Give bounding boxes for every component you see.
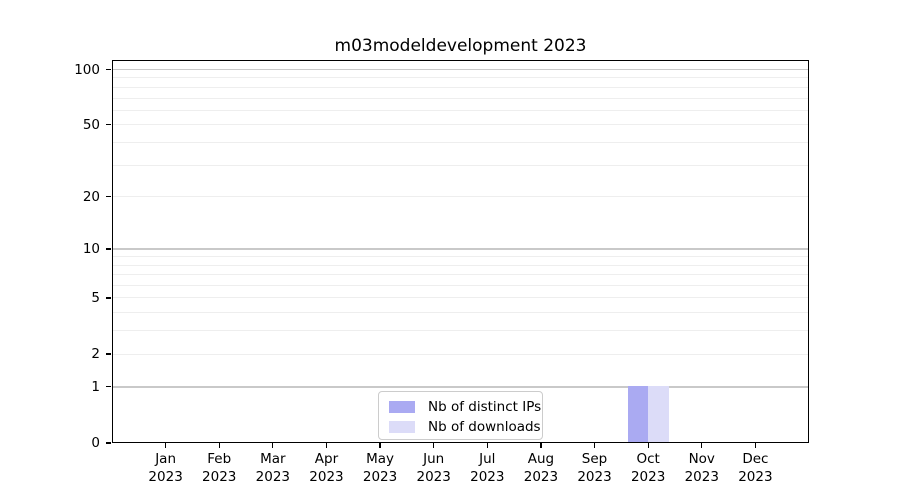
x-tick (701, 443, 703, 448)
x-tick (754, 443, 756, 448)
y-axis-tick-label: 1 (91, 378, 100, 395)
x-tick (165, 443, 167, 448)
x-axis-tick-label: Aug 2023 (523, 451, 559, 485)
gridline-minor (113, 124, 808, 126)
bar-distinct-ips (628, 385, 649, 442)
legend-row-distinct-ips: Nb of distinct IPs (387, 397, 541, 417)
gridline-minor (113, 109, 808, 111)
y-axis-tick-label: 2 (91, 346, 100, 363)
x-axis-tick-label: Nov 2023 (684, 451, 719, 485)
x-axis-tick-label: Feb 2023 (202, 451, 237, 485)
x-axis-tick-label: May 2023 (362, 451, 398, 485)
y-tick (106, 68, 111, 71)
x-axis-tick-label: Jul 2023 (470, 451, 505, 485)
x-tick (647, 443, 649, 448)
gridline-minor (113, 256, 808, 258)
x-tick (272, 443, 274, 448)
gridline-minor (113, 297, 808, 299)
gridline-minor (113, 164, 808, 166)
y-axis-tick-label: 10 (82, 240, 100, 257)
gridline-minor (113, 353, 808, 355)
gridline-minor (113, 274, 808, 276)
y-axis-tick-label: 20 (82, 188, 100, 205)
gridline-minor (113, 285, 808, 287)
legend-swatch-downloads (389, 421, 415, 433)
bar-downloads (648, 385, 670, 442)
x-tick (325, 443, 328, 448)
y-tick (106, 196, 111, 198)
y-tick (106, 248, 111, 250)
gridline-major (113, 386, 808, 388)
x-tick (593, 443, 596, 448)
legend-row-downloads: Nb of downloads (387, 417, 541, 437)
x-axis-tick-label: Jan 2023 (148, 451, 183, 485)
x-axis-tick-label: Oct 2023 (630, 451, 666, 485)
y-tick (106, 442, 111, 444)
gridline-major (113, 69, 808, 71)
y-axis-tick-label: 5 (91, 289, 100, 306)
y-tick (106, 297, 111, 299)
x-tick (433, 443, 435, 448)
chart-title: m03modeldevelopment 2023 (334, 36, 587, 56)
y-tick (106, 386, 111, 388)
y-axis-tick-label: 0 (91, 435, 100, 451)
gridline-minor (113, 77, 808, 79)
gridline-minor (113, 264, 808, 266)
gridline-minor (113, 141, 808, 143)
y-axis-tick-label: 100 (74, 61, 100, 78)
gridline-minor (113, 97, 808, 99)
y-tick (106, 353, 111, 355)
x-tick (540, 443, 542, 448)
legend-swatch-distinct-ips (389, 401, 415, 413)
x-tick (379, 443, 381, 448)
x-axis-tick-label: Apr 2023 (309, 451, 344, 485)
legend-label-downloads: Nb of downloads (428, 418, 541, 435)
x-axis-tick-label: Sep 2023 (577, 451, 612, 485)
legend-label-distinct-ips: Nb of distinct IPs (428, 398, 542, 415)
gridline-minor (113, 86, 808, 88)
gridline-minor (113, 196, 808, 198)
gridline-minor (113, 312, 808, 314)
x-axis-tick-label: Dec 2023 (738, 451, 773, 485)
plot-area (112, 60, 809, 443)
gridline-minor (113, 330, 808, 332)
legend: Nb of distinct IPs Nb of downloads (378, 391, 543, 440)
x-tick (218, 443, 220, 448)
y-axis-tick-label: 50 (82, 116, 100, 133)
x-axis-tick-label: Mar 2023 (255, 451, 291, 485)
x-axis-tick-label: Jun 2023 (416, 451, 451, 485)
x-tick (486, 443, 488, 448)
y-tick (106, 124, 111, 126)
gridline-major (113, 248, 808, 250)
